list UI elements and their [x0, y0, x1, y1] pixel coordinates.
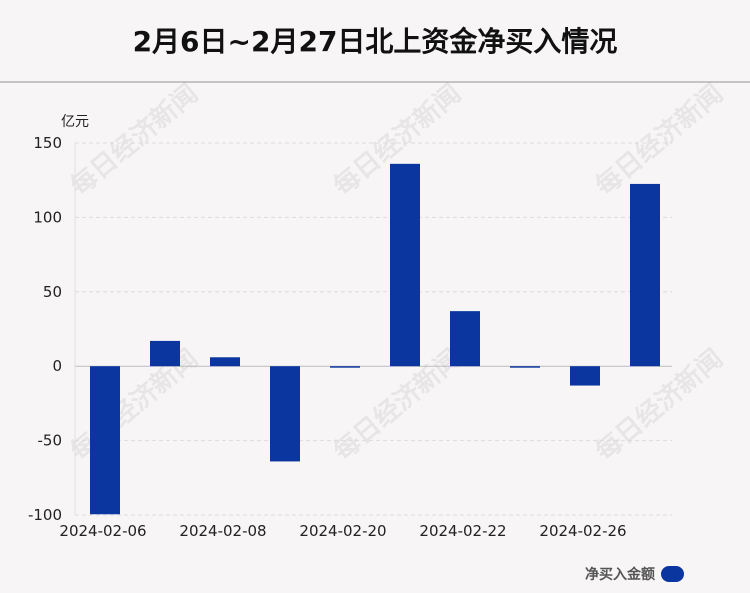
legend: 净买入金额: [585, 564, 684, 584]
x-tick-label: 2024-02-26: [539, 522, 626, 540]
bar-2024-02-23: [510, 366, 540, 368]
y-tick-label: 100: [33, 208, 62, 226]
y-axis-unit: 亿元: [61, 114, 89, 130]
bar-2024-02-20: [330, 366, 360, 368]
x-tick-label: 2024-02-22: [419, 522, 506, 540]
y-tick-label: -100: [28, 506, 62, 524]
bar-2024-02-19: [270, 366, 300, 462]
bar-2024-02-08: [210, 357, 240, 367]
chart-title: 2月6日~2月27日北上资金净买入情况: [132, 25, 618, 58]
x-tick-label: 2024-02-20: [299, 522, 386, 540]
grid-lines: [74, 142, 672, 516]
x-tick-label: 2024-02-08: [179, 522, 266, 540]
y-tick-label: -50: [38, 432, 63, 450]
bars: [90, 163, 660, 515]
y-tick-label: 0: [52, 357, 62, 375]
x-axis-ticks: 2024-02-06 2024-02-08 2024-02-20 2024-02-22…: [59, 522, 626, 540]
bar-2024-02-06: [90, 366, 120, 515]
x-tick-label: 2024-02-06: [59, 522, 146, 540]
y-tick-label: 50: [43, 283, 62, 301]
title-divider: [0, 81, 750, 83]
y-tick-label: 150: [33, 134, 62, 152]
legend-swatch: [661, 566, 684, 582]
bar-2024-02-27: [630, 183, 660, 367]
bar-2024-02-21: [390, 163, 420, 367]
bar-2024-02-07: [150, 340, 180, 367]
bar-2024-02-26: [570, 366, 600, 386]
bar-2024-02-22: [450, 311, 480, 367]
y-axis-ticks: 150 100 50 0 -50 -100: [28, 134, 62, 524]
legend-label: 净买入金额: [585, 567, 655, 583]
